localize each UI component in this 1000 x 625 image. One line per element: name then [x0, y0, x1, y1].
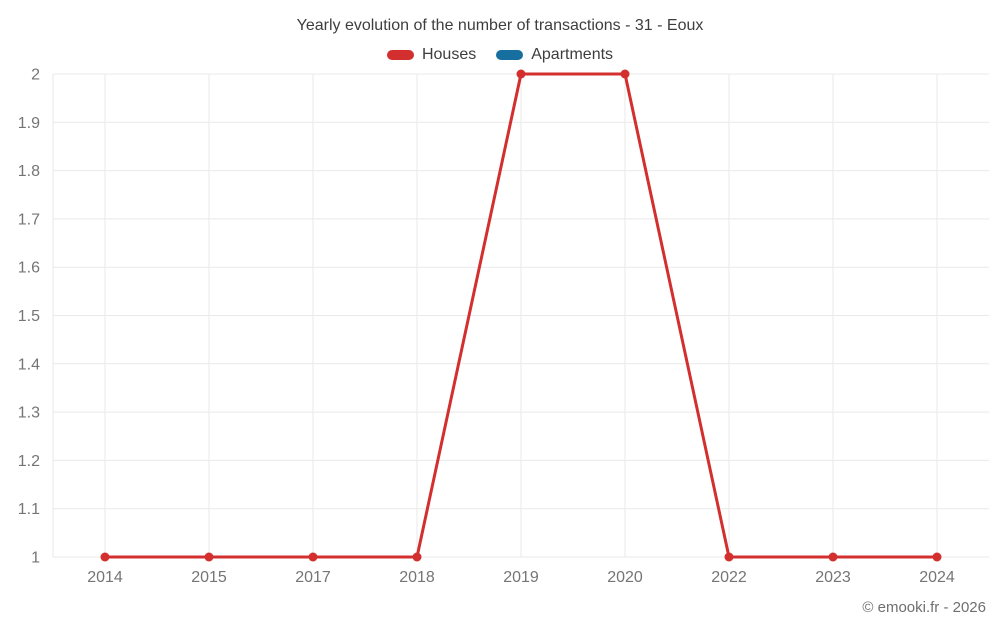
- data-point-houses-2020: [620, 69, 630, 79]
- y-tick-label: 1.3: [18, 405, 40, 422]
- legend-swatch: [386, 50, 414, 60]
- x-tick-label: 2014: [87, 569, 123, 586]
- legend-item-houses[interactable]: Houses: [386, 46, 477, 64]
- data-point-houses-2024: [932, 552, 942, 562]
- data-point-houses-2023: [828, 552, 838, 562]
- data-point-houses-2022: [724, 552, 734, 562]
- x-tick-label: 2019: [503, 569, 539, 586]
- chart-title: Yearly evolution of the number of transa…: [296, 17, 704, 34]
- x-tick-label: 2020: [607, 569, 643, 586]
- y-tick-label: 1.9: [18, 115, 40, 132]
- y-tick-label: 1.1: [18, 501, 40, 518]
- data-point-houses-2018: [412, 552, 422, 562]
- legend-label: Apartments: [531, 46, 614, 63]
- legend-label: Houses: [421, 46, 477, 63]
- y-tick-label: 2: [31, 67, 40, 84]
- x-tick-label: 2023: [815, 569, 851, 586]
- credit-text: © emooki.fr - 2026: [862, 599, 986, 616]
- data-point-houses-2019: [516, 69, 526, 79]
- y-tick-label: 1.7: [18, 211, 40, 228]
- y-tick-label: 1.6: [18, 260, 40, 277]
- data-point-houses-2014: [100, 552, 110, 562]
- x-tick-label: 2024: [919, 569, 955, 586]
- x-tick-label: 2022: [711, 569, 747, 586]
- data-point-houses-2017: [308, 552, 318, 562]
- x-tick-label: 2017: [295, 569, 331, 586]
- y-tick-label: 1.8: [18, 163, 40, 180]
- chart-legend: Houses Apartments: [0, 46, 1000, 64]
- data-point-houses-2015: [204, 552, 214, 562]
- y-tick-label: 1.4: [18, 356, 40, 373]
- y-tick-label: 1.2: [18, 453, 40, 470]
- y-tick-label: 1.5: [18, 308, 40, 325]
- legend-item-apartments[interactable]: Apartments: [496, 46, 613, 64]
- x-tick-label: 2015: [191, 569, 227, 586]
- x-tick-label: 2018: [399, 569, 435, 586]
- legend-swatch: [496, 50, 524, 60]
- y-tick-label: 1: [31, 550, 40, 567]
